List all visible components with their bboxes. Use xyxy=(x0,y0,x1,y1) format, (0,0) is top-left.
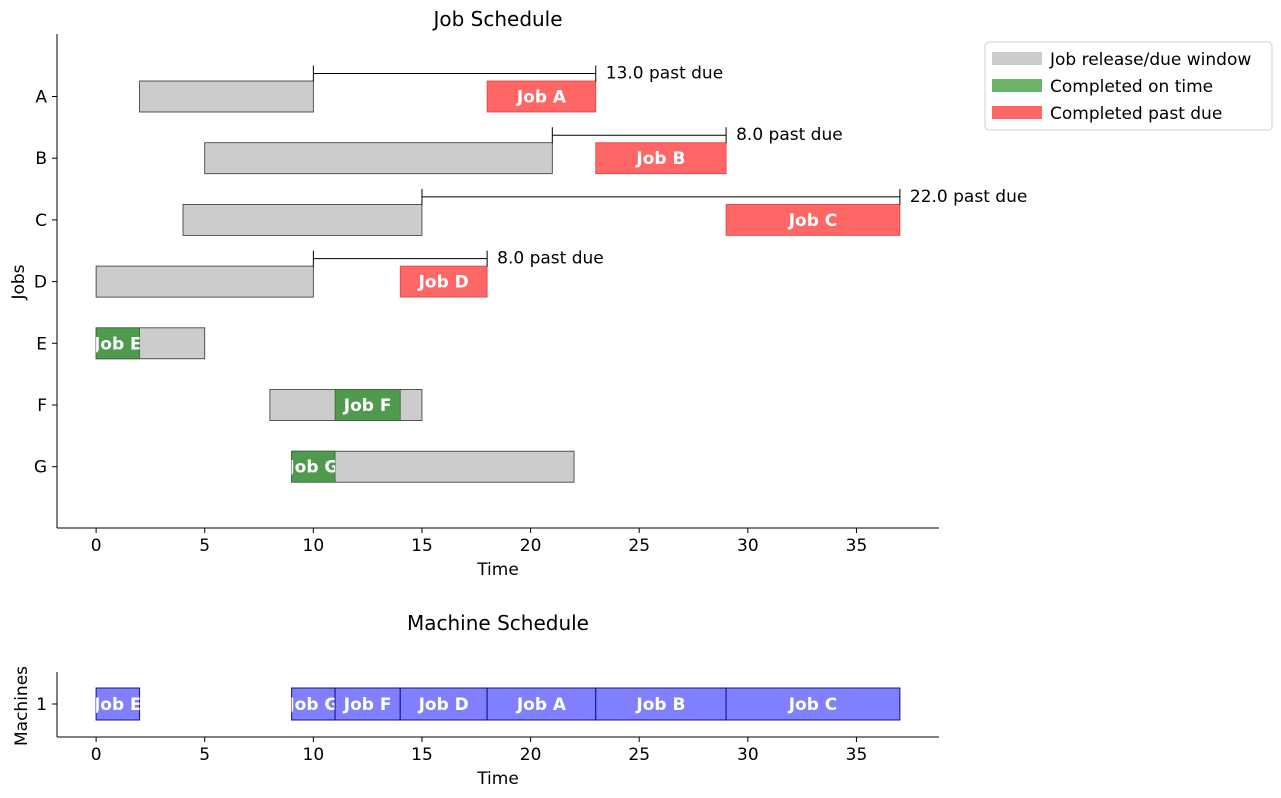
past-due-annotation-c: 22.0 past due xyxy=(910,187,1027,207)
machine-x-tick-label: 20 xyxy=(520,745,542,765)
window-bar-a xyxy=(139,80,314,113)
job-y-tick-label: A xyxy=(35,88,47,108)
machine-x-tick-label: 10 xyxy=(303,745,325,765)
job-x-tick-label: 35 xyxy=(846,536,868,556)
machine-bar-job-b xyxy=(595,687,727,721)
legend-frame xyxy=(984,41,1273,131)
machine-bar-job-d-label: Job D xyxy=(418,695,469,715)
job-bar-f-label: Job F xyxy=(343,396,392,416)
job-bar-g xyxy=(291,450,336,483)
job-bar-d xyxy=(399,265,488,298)
machine-bar-job-g-label: Job G xyxy=(287,695,338,715)
window-bar-b xyxy=(204,142,553,175)
machine-bar-job-a-label: Job A xyxy=(516,695,567,715)
legend: Job release/due window Completed on time… xyxy=(984,41,1273,131)
job-y-tick-label: E xyxy=(36,334,47,354)
job-chart-title: Job Schedule xyxy=(431,7,562,31)
machine-y-tick-label: 1 xyxy=(36,695,47,715)
past-due-annotation-a: 13.0 past due xyxy=(606,64,723,84)
machine-x-tick-label: 25 xyxy=(628,745,650,765)
job-x-tick-label: 15 xyxy=(411,536,433,556)
machine-bar-job-g xyxy=(291,687,336,721)
job-bar-c-label: Job C xyxy=(788,211,838,231)
job-chart-xlabel: Time xyxy=(476,560,519,580)
machine-x-tick-label: 5 xyxy=(199,745,210,765)
machine-bar-job-c-label: Job C xyxy=(788,695,838,715)
job-bar-a-label: Job A xyxy=(516,88,567,108)
job-x-tick-label: 20 xyxy=(520,536,542,556)
legend-label-window: Job release/due window xyxy=(1049,50,1251,70)
job-x-tick-label: 0 xyxy=(91,536,102,556)
job-y-tick-label: D xyxy=(34,273,47,293)
job-x-tick-label: 30 xyxy=(737,536,759,556)
machine-bar-job-f-label: Job F xyxy=(343,695,392,715)
job-bar-b xyxy=(595,142,727,175)
job-bar-d-label: Job D xyxy=(418,273,469,293)
machine-chart-title: Machine Schedule xyxy=(407,611,589,635)
legend-swatch-window xyxy=(992,52,1042,65)
window-bar-d xyxy=(95,265,314,298)
machine-x-tick-label: 15 xyxy=(411,745,433,765)
machine-chart-ylabel: Machines xyxy=(12,666,32,746)
job-bar-c xyxy=(725,203,901,236)
machine-bar-job-e xyxy=(95,687,141,721)
job-plot-area: Job A 13.0 past due Job B 8.0 past due Job C… xyxy=(34,34,1027,556)
machine-bar-job-c xyxy=(725,687,901,721)
machine-bar-job-f xyxy=(334,687,401,721)
machine-plot-area: Job E Job G Job F Job D Job A Job B Job C10 5 10… xyxy=(36,672,939,765)
job-y-tick-label: C xyxy=(35,211,47,231)
job-bar-g-label: Job G xyxy=(287,458,338,478)
past-due-annotation-b: 8.0 past due xyxy=(736,125,843,145)
job-bar-e-label: Job E xyxy=(93,334,142,354)
legend-swatch-ontime xyxy=(992,79,1042,92)
legend-label-late: Completed past due xyxy=(1050,104,1222,124)
job-bar-e xyxy=(95,327,140,360)
job-y-tick-label: G xyxy=(34,458,47,478)
job-bar-a xyxy=(486,80,597,113)
machine-chart-xlabel: Time xyxy=(476,769,519,789)
legend-swatch-late xyxy=(992,106,1042,119)
job-x-tick-label: 25 xyxy=(628,536,650,556)
job-x-tick-label: 10 xyxy=(303,536,325,556)
job-y-tick-label: B xyxy=(35,149,47,169)
legend-label-ontime: Completed on time xyxy=(1050,77,1213,97)
window-bar-g xyxy=(291,450,575,483)
job-y-tick-label: F xyxy=(37,396,47,416)
job-bar-f xyxy=(334,389,401,421)
job-x-tick-label: 5 xyxy=(199,536,210,556)
window-bar-c xyxy=(182,203,423,236)
job-bar-b-label: Job B xyxy=(635,149,685,169)
job-chart-ylabel: Jobs xyxy=(9,264,29,300)
machine-x-tick-label: 35 xyxy=(846,745,868,765)
machine-x-tick-label: 30 xyxy=(737,745,759,765)
machine-x-tick-label: 0 xyxy=(91,745,102,765)
machine-bar-job-a xyxy=(486,687,597,721)
past-due-annotation-d: 8.0 past due xyxy=(497,249,604,269)
machine-bar-job-e-label: Job E xyxy=(93,695,142,715)
machine-bar-job-b-label: Job B xyxy=(635,695,685,715)
